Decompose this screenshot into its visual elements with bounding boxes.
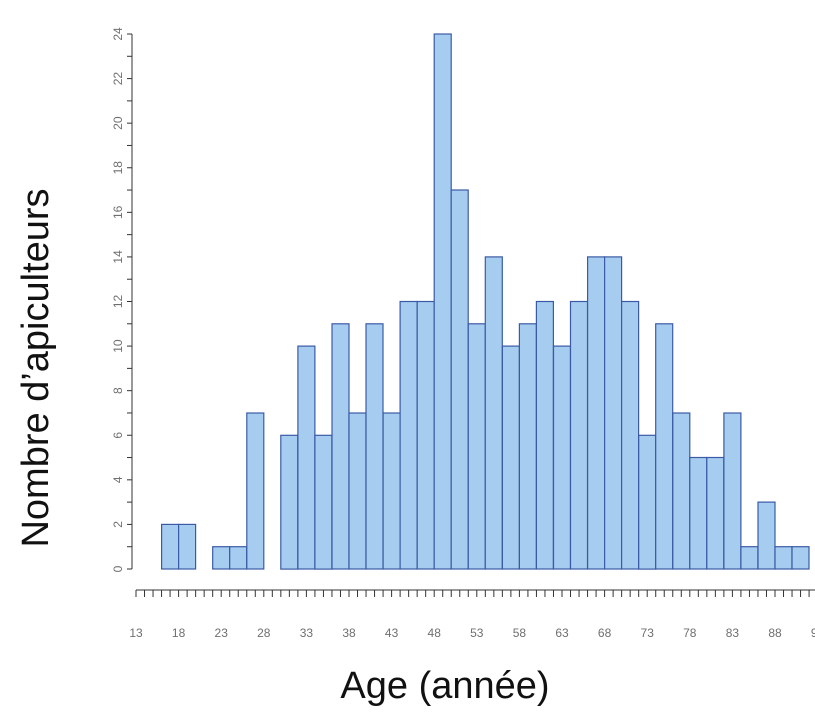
x-tick-label: 28 xyxy=(257,626,271,640)
y-tick-label: 18 xyxy=(111,161,125,175)
histogram-bar xyxy=(757,501,776,570)
x-tick-label: 33 xyxy=(300,626,314,640)
histogram-bar xyxy=(569,300,589,570)
histogram-bar xyxy=(603,256,623,570)
histogram-bar xyxy=(586,256,606,570)
histogram-bar xyxy=(484,256,503,570)
histogram-bar xyxy=(706,456,725,570)
histogram-bar xyxy=(518,323,538,570)
x-tick-label: 93 xyxy=(811,626,815,640)
y-tick-label: 0 xyxy=(111,565,125,572)
histogram-bar xyxy=(314,434,333,570)
x-tick-label: 48 xyxy=(428,626,442,640)
x-tick-label: 53 xyxy=(470,626,484,640)
x-tick-label: 43 xyxy=(385,626,399,640)
histogram-bar xyxy=(689,456,708,570)
histogram-bar xyxy=(212,546,231,570)
x-axis-title: Age (année) xyxy=(340,665,549,707)
histogram-bar xyxy=(535,300,555,570)
y-tick-label: 16 xyxy=(111,205,125,219)
y-tick-label: 10 xyxy=(111,339,125,353)
histogram-bar xyxy=(552,345,572,570)
histogram-bar xyxy=(161,523,180,570)
bars-layer xyxy=(161,33,810,570)
histogram-bar xyxy=(791,546,810,570)
x-tick-label: 23 xyxy=(215,626,229,640)
histogram-bar xyxy=(246,412,265,570)
x-tick-label: 68 xyxy=(598,626,612,640)
y-tick-label: 12 xyxy=(111,295,125,309)
histogram-bar xyxy=(638,434,657,570)
y-tick-label: 4 xyxy=(111,476,125,483)
histogram-bar xyxy=(774,546,793,570)
x-axis: 13 18 23 28 33 38 43 48 53 58 63 68 73 78 83 88 93 xyxy=(129,589,815,640)
y-tick-label: 6 xyxy=(111,432,125,439)
histogram-bar xyxy=(433,33,452,570)
histogram-bar xyxy=(467,323,486,570)
histogram-bar xyxy=(620,300,640,570)
y-tick-label: 8 xyxy=(111,387,125,394)
x-tick-label: 38 xyxy=(342,626,356,640)
y-axis-title: Nombre d’apiculteurs xyxy=(15,188,57,547)
x-tick-label: 63 xyxy=(555,626,569,640)
y-tick-label: 22 xyxy=(111,72,125,86)
x-tick-label: 18 xyxy=(172,626,186,640)
histogram-bar xyxy=(655,323,674,570)
histogram-bar xyxy=(450,189,469,570)
x-tick-label: 73 xyxy=(641,626,655,640)
histogram-bar xyxy=(740,546,759,570)
histogram-bar xyxy=(178,523,197,570)
histogram-bar xyxy=(331,323,350,570)
histogram-bar xyxy=(229,546,248,570)
histogram-bar xyxy=(501,345,520,570)
x-tick-label: 83 xyxy=(726,626,740,640)
histogram-bar xyxy=(416,300,435,570)
histogram-bar xyxy=(280,434,299,570)
histogram-bar xyxy=(348,412,367,570)
x-tick-label: 88 xyxy=(768,626,782,640)
y-tick-label: 20 xyxy=(111,116,125,130)
y-tick-label: 14 xyxy=(111,250,125,264)
histogram-bar xyxy=(297,345,316,570)
x-tick-label: 13 xyxy=(129,626,143,640)
histogram-bar xyxy=(672,412,691,570)
histogram-bar xyxy=(365,323,384,570)
histogram-bar xyxy=(382,412,401,570)
y-tick-label: 2 xyxy=(111,521,125,528)
histogram-bar xyxy=(399,300,418,570)
histogram-bar xyxy=(723,412,742,570)
x-tick-label: 58 xyxy=(513,626,527,640)
x-tick-label: 78 xyxy=(683,626,697,640)
y-tick-label: 24 xyxy=(111,27,125,41)
